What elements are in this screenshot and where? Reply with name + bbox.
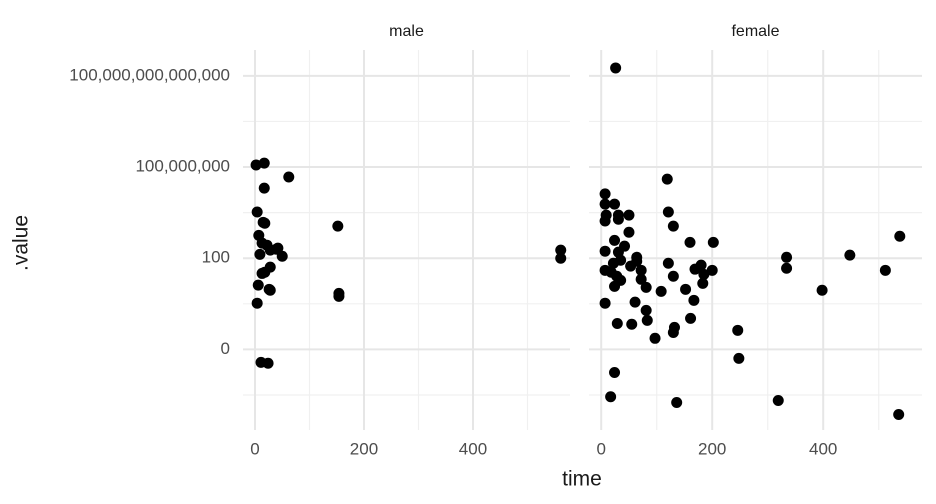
- point: [332, 220, 344, 232]
- point: [255, 356, 267, 368]
- point: [264, 261, 276, 273]
- point: [661, 173, 673, 185]
- x-tick-label: 200: [698, 439, 726, 458]
- point: [893, 408, 905, 420]
- point: [732, 324, 744, 336]
- point: [251, 297, 263, 309]
- point: [667, 326, 679, 338]
- y-axis-label: .value: [10, 215, 33, 271]
- point: [667, 270, 679, 282]
- point: [781, 262, 793, 274]
- point: [605, 391, 617, 403]
- point: [662, 257, 674, 269]
- point: [609, 367, 621, 379]
- point: [816, 284, 828, 296]
- point: [641, 314, 653, 326]
- point: [623, 209, 635, 221]
- point: [697, 277, 709, 289]
- point: [635, 264, 647, 276]
- point: [272, 242, 284, 254]
- point: [631, 255, 643, 267]
- point: [599, 215, 611, 227]
- point: [599, 188, 611, 200]
- point: [599, 245, 611, 257]
- x-tick-label: 400: [459, 439, 487, 458]
- point: [609, 198, 621, 210]
- x-tick-label: 0: [250, 439, 259, 458]
- point: [894, 230, 906, 242]
- facet-title: female: [731, 23, 779, 40]
- point: [555, 252, 567, 264]
- point: [258, 182, 270, 194]
- point: [259, 217, 271, 229]
- point: [698, 268, 710, 280]
- point: [333, 290, 345, 302]
- point: [635, 273, 647, 285]
- point: [626, 318, 638, 330]
- point: [612, 213, 624, 225]
- x-tick-label: 200: [350, 439, 378, 458]
- point: [844, 249, 856, 261]
- y-tick-label: 100: [202, 248, 230, 267]
- point: [619, 240, 631, 252]
- point: [707, 236, 719, 248]
- point: [640, 304, 652, 316]
- point: [609, 234, 621, 246]
- y-tick-label: 100,000,000,000,000: [69, 65, 230, 84]
- point: [254, 248, 266, 260]
- point: [599, 198, 611, 210]
- point: [879, 264, 891, 276]
- y-tick-label: 0: [221, 339, 230, 358]
- point: [283, 171, 295, 183]
- point: [611, 317, 623, 329]
- point: [264, 284, 276, 296]
- x-tick-label: 400: [809, 439, 837, 458]
- point: [733, 352, 745, 364]
- point: [555, 244, 567, 256]
- point: [649, 332, 661, 344]
- point: [629, 296, 641, 308]
- point: [667, 220, 679, 232]
- point: [688, 294, 700, 306]
- point: [706, 264, 718, 276]
- point: [640, 281, 652, 293]
- point: [662, 206, 674, 218]
- point: [599, 297, 611, 309]
- facet-title: male: [389, 23, 424, 40]
- point: [258, 157, 270, 169]
- point: [685, 312, 697, 324]
- point: [680, 283, 692, 295]
- x-tick-label: 0: [596, 439, 605, 458]
- point: [772, 395, 784, 407]
- point: [623, 226, 635, 238]
- x-axis-label: time: [562, 468, 602, 491]
- point: [671, 396, 683, 408]
- point: [607, 257, 619, 269]
- point: [610, 62, 622, 74]
- point: [276, 250, 288, 262]
- point: [655, 285, 667, 297]
- point: [251, 206, 263, 218]
- point: [252, 279, 264, 291]
- point: [695, 259, 707, 271]
- point: [781, 251, 793, 263]
- y-tick-label: 100,000,000: [135, 157, 230, 176]
- point: [684, 236, 696, 248]
- point: [609, 280, 621, 292]
